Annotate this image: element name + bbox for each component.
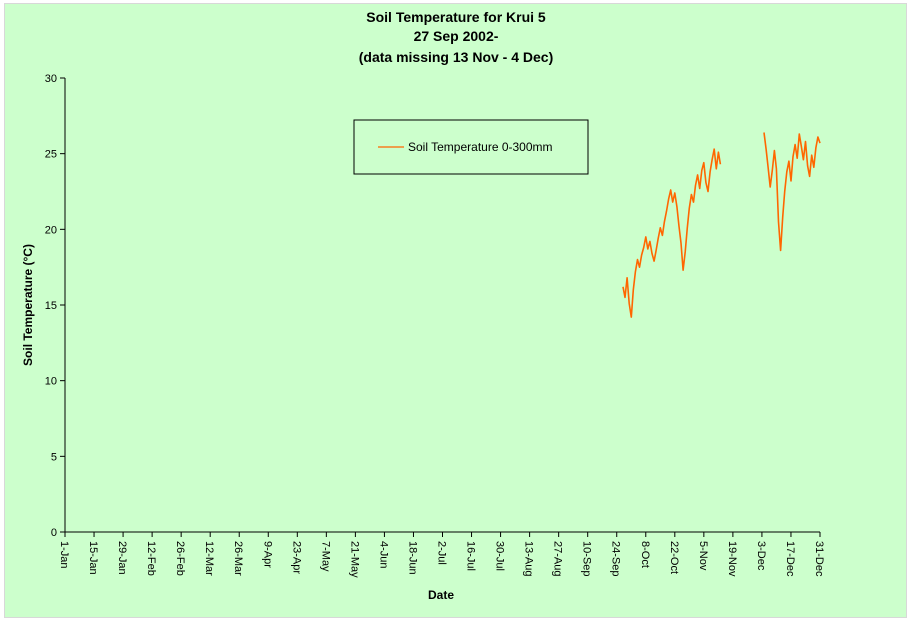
x-tick-label: 23-Apr — [290, 541, 302, 574]
y-axis-label: Soil Temperature (°C) — [21, 244, 35, 366]
x-tick-label: 22-Oct — [668, 541, 680, 574]
legend-label: Soil Temperature 0-300mm — [408, 140, 553, 154]
x-tick-label: 18-Jun — [406, 541, 418, 575]
x-tick-label: 7-May — [319, 541, 331, 572]
x-tick-label: 24-Sep — [610, 541, 622, 576]
x-tick-label: 15-Jan — [87, 541, 99, 575]
x-tick-label: 5-Nov — [697, 541, 709, 571]
x-tick-label: 26-Mar — [232, 541, 244, 576]
x-tick-label: 13-Aug — [523, 541, 535, 576]
x-tick-label: 17-Dec — [784, 541, 796, 577]
x-tick-label: 8-Oct — [639, 541, 651, 568]
x-tick-label: 31-Dec — [813, 541, 825, 577]
x-tick-label: 27-Aug — [552, 541, 564, 576]
series-line-segment — [622, 148, 722, 318]
y-tick-label: 15 — [45, 300, 57, 312]
x-tick-label: 10-Sep — [581, 541, 593, 576]
chart-title-line-3: (data missing 13 Nov - 4 Dec) — [359, 49, 554, 65]
x-tick-label: 30-Jul — [494, 541, 506, 571]
y-ticks: 0 5 10 15 20 25 30 — [45, 73, 65, 539]
x-tick-label: 29-Jan — [116, 541, 128, 575]
x-tick-label: 2-Jul — [436, 541, 448, 565]
chart-title-line-2: 27 Sep 2002- — [414, 28, 499, 44]
x-tick-label: 3-Dec — [755, 541, 767, 571]
x-ticks: 1-Jan 15-Jan 29-Jan 12-Feb 26-Feb 12-Mar 26-Ma… — [58, 532, 825, 578]
x-tick-label: 1-Jan — [58, 541, 70, 569]
y-tick-label: 5 — [51, 451, 57, 463]
x-tick-label: 4-Jun — [377, 541, 389, 569]
y-tick-label: 25 — [45, 149, 57, 161]
series-layer — [622, 132, 821, 318]
x-tick-label: 12-Mar — [203, 541, 215, 576]
y-tick-label: 10 — [45, 376, 57, 388]
x-tick-label: 19-Nov — [726, 541, 738, 577]
chart-title-line-1: Soil Temperature for Krui 5 — [366, 9, 546, 25]
y-tick-label: 30 — [45, 73, 57, 85]
x-tick-label: 26-Feb — [174, 541, 186, 576]
x-tick-label: 16-Jul — [465, 541, 477, 571]
series-line-segment — [763, 132, 821, 252]
legend: Soil Temperature 0-300mm — [353, 119, 589, 175]
y-tick-label: 20 — [45, 224, 57, 236]
x-tick-label: 9-Apr — [261, 541, 273, 568]
x-tick-label: 21-May — [348, 541, 360, 578]
x-axis-label: Date — [428, 588, 454, 602]
x-tick-label: 12-Feb — [145, 541, 157, 576]
y-tick-label: 0 — [51, 527, 57, 539]
